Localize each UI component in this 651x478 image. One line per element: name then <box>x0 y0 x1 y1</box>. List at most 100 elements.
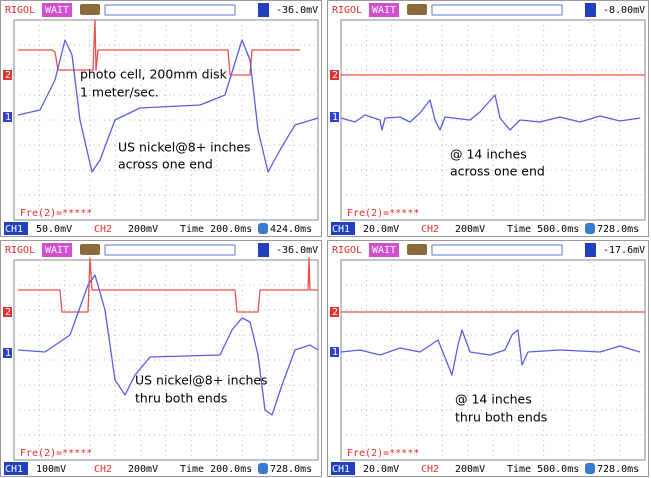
memory-icon <box>80 244 100 255</box>
ch1-scale: 20.0mV <box>363 224 399 235</box>
ch2-scale: 200mV <box>455 464 485 475</box>
ch2-label: CH2 <box>94 224 112 235</box>
ch1-box <box>331 462 355 475</box>
ch2-label: CH2 <box>421 224 439 235</box>
time-base: Time 500.0ms <box>507 464 579 475</box>
ch1-marker: 1 <box>5 348 11 359</box>
ch1-trace <box>17 274 319 416</box>
scope-panel: RIGOL WAIT -36.0mV 2 1 US nickel@8+ inches thr… <box>0 240 322 477</box>
trigger-offset: 728.0ms <box>597 464 639 475</box>
trigger-level: -8.00mV <box>603 5 645 16</box>
status-box <box>369 3 399 17</box>
memory-icon <box>80 4 100 15</box>
offset-icon <box>585 463 595 474</box>
annotation: US nickel@8+ inches <box>135 373 268 388</box>
scope-panel: RIGOL WAIT -17.6mV 2 1 @ 14 inches thru both e… <box>327 240 649 477</box>
ch1-trace <box>340 329 641 376</box>
ch2-marker: 2 <box>332 70 338 81</box>
ch2-marker-box <box>3 70 12 80</box>
frequency: Fre(2)=***** <box>20 448 92 459</box>
frequency: Fre(2)=***** <box>347 208 419 219</box>
ch2-marker: 2 <box>332 307 338 318</box>
trigger-ch-box <box>585 3 596 17</box>
ch1-box <box>4 222 28 235</box>
ch1-marker-box <box>330 347 339 357</box>
offset-icon <box>258 463 268 474</box>
timebase-bar <box>104 4 236 16</box>
annotation: thru both ends <box>135 391 227 406</box>
trigger-offset: 728.0ms <box>270 464 312 475</box>
ch1-label: CH1 <box>5 464 23 475</box>
annotation: 1 meter/sec. <box>80 85 159 100</box>
ch1-scale: 100mV <box>36 464 66 475</box>
ch2-marker-box <box>3 307 12 317</box>
annotation: @ 14 inches <box>450 147 527 162</box>
ch1-marker-box <box>3 112 12 122</box>
brand: RIGOL <box>332 5 362 16</box>
time-base: Time 200.0ms <box>180 464 252 475</box>
timebase-bar <box>431 244 563 256</box>
ch2-scale: 200mV <box>128 224 158 235</box>
memory-icon <box>407 4 427 15</box>
status-box <box>369 243 399 257</box>
ch1-marker: 1 <box>332 347 338 358</box>
ch2-marker-box <box>330 70 339 80</box>
ch1-scale: 50.0mV <box>36 224 72 235</box>
trigger-level: -17.6mV <box>603 245 645 256</box>
status-box <box>42 3 72 17</box>
status: WAIT <box>45 245 69 256</box>
brand: RIGOL <box>5 245 35 256</box>
offset-icon <box>585 223 595 234</box>
status-box <box>42 243 72 257</box>
annotation: US nickel@8+ inches <box>118 140 251 155</box>
timebase-bar <box>104 244 236 256</box>
annotation: across one end <box>118 157 213 172</box>
ch1-label: CH1 <box>332 464 350 475</box>
trigger-ch-box <box>585 243 596 257</box>
ch1-box <box>331 222 355 235</box>
ch1-trace <box>17 39 319 173</box>
ch2-scale: 200mV <box>128 464 158 475</box>
trigger-level: -36.0mV <box>276 245 318 256</box>
trigger-offset: 424.0ms <box>270 224 312 235</box>
status: WAIT <box>372 5 396 16</box>
status: WAIT <box>45 5 69 16</box>
ch1-scale: 20.0mV <box>363 464 399 475</box>
ch1-label: CH1 <box>332 224 350 235</box>
status: WAIT <box>372 245 396 256</box>
scope-panel: RIGOL WAIT -8.00mV 2 1 @ 14 inches across one … <box>327 0 649 237</box>
memory-icon <box>407 244 427 255</box>
brand: RIGOL <box>5 5 35 16</box>
brand: RIGOL <box>332 245 362 256</box>
ch1-box <box>4 462 28 475</box>
offset-icon <box>258 223 268 234</box>
traces <box>17 19 645 416</box>
ch2-scale: 200mV <box>455 224 485 235</box>
annotation: thru both ends <box>455 410 547 425</box>
ch1-label: CH1 <box>5 224 23 235</box>
ch2-label: CH2 <box>94 464 112 475</box>
trigger-ch-box <box>258 243 269 257</box>
ch2-marker-box <box>330 307 339 317</box>
ch1-marker: 1 <box>5 112 11 123</box>
annotation: across one end <box>450 164 545 179</box>
frequency: Fre(2)=***** <box>20 208 92 219</box>
scope-panel: RIGOL WAIT -36.0mV 2 1 photo cell, 200mm disk… <box>0 0 322 237</box>
ch1-marker-box <box>3 348 12 358</box>
time-base: Time 500.0ms <box>507 224 579 235</box>
time-base: Time 200.0ms <box>180 224 252 235</box>
ch1-marker-box <box>330 112 339 122</box>
trigger-ch-box <box>258 3 269 17</box>
ch2-trace <box>18 19 300 76</box>
ch2-trace <box>18 257 318 313</box>
trigger-level: -36.0mV <box>276 5 318 16</box>
ch2-label: CH2 <box>421 464 439 475</box>
ch1-marker: 1 <box>332 112 338 123</box>
annotation: photo cell, 200mm disk <box>80 67 228 82</box>
trigger-offset: 728.0ms <box>597 224 639 235</box>
frequency: Fre(2)=***** <box>347 448 419 459</box>
ch1-trace <box>340 94 641 131</box>
ch2-marker: 2 <box>5 307 11 318</box>
annotation: @ 14 inches <box>455 392 532 407</box>
